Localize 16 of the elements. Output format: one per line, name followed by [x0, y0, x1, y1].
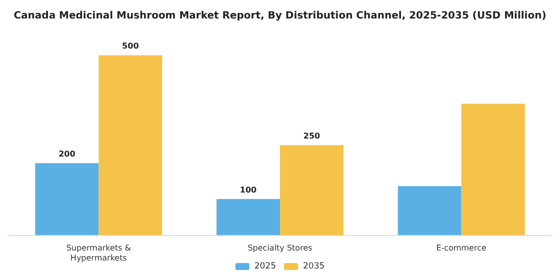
bar — [216, 199, 280, 235]
data-label: 200 — [58, 150, 76, 159]
bar — [461, 104, 525, 235]
x-tick-label: Supermarkets & Hypermarkets — [66, 244, 131, 262]
x-tick-label: E-commerce — [436, 244, 486, 252]
chart-title: Canada Medicinal Mushroom Market Report, By Distribution Channel, 2025-2035 (USD Million) — [14, 10, 546, 22]
bar — [280, 145, 344, 235]
bar — [398, 186, 462, 235]
bar — [98, 55, 162, 235]
x-tick-label: Specialty Stores — [248, 244, 312, 252]
data-label: 100 — [240, 186, 258, 195]
legend-label: 2035 — [303, 262, 325, 272]
data-label: 250 — [303, 132, 321, 141]
bar — [35, 163, 99, 235]
legend-label: 2025 — [254, 262, 276, 272]
data-label: 500 — [122, 42, 140, 51]
